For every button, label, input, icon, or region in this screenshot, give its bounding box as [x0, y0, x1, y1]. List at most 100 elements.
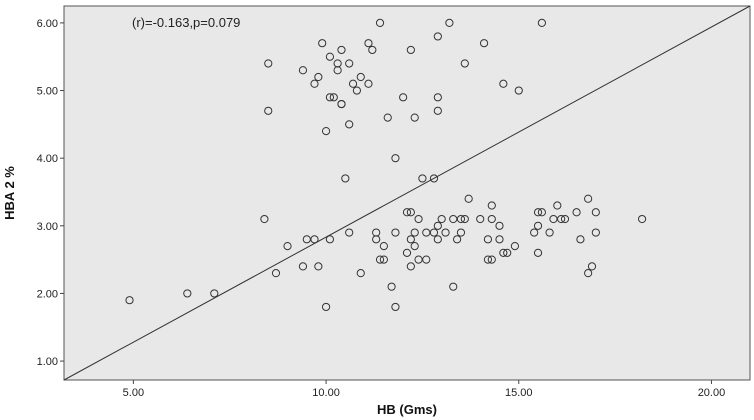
data-point [433, 93, 442, 102]
data-point [406, 262, 415, 271]
data-point [499, 79, 508, 88]
data-point [325, 93, 335, 102]
data-point [584, 194, 593, 203]
data-point [345, 59, 354, 68]
data-point [456, 228, 466, 237]
data-point [410, 241, 419, 251]
data-point [576, 235, 585, 244]
data-point [325, 235, 335, 244]
data-point [375, 255, 385, 264]
data-point [487, 255, 496, 264]
data-point [325, 52, 335, 61]
data-point [637, 214, 647, 224]
data-point [433, 32, 442, 41]
x-tick-label: 10.00 [312, 387, 340, 399]
data-point [125, 296, 134, 305]
data-point [449, 282, 458, 291]
data-point [549, 214, 558, 224]
data-point [553, 201, 562, 210]
data-point [379, 241, 388, 251]
data-point [391, 228, 400, 237]
data-point [298, 66, 308, 75]
data-point [487, 214, 496, 224]
data-point [410, 113, 419, 122]
data-point [402, 248, 412, 257]
data-point [487, 201, 496, 210]
data-point [414, 255, 423, 264]
data-point [445, 18, 454, 28]
data-point [456, 214, 466, 224]
data-point [264, 59, 273, 68]
data-point [483, 255, 493, 264]
data-point [356, 72, 365, 82]
data-point [345, 228, 354, 237]
data-point [557, 214, 566, 224]
data-point [260, 214, 269, 224]
data-point [352, 86, 361, 95]
data-point [464, 194, 473, 203]
data-point [271, 269, 281, 278]
data-point [433, 221, 442, 230]
x-tick-label: 20.00 [698, 387, 726, 399]
data-point [329, 93, 338, 102]
data-point [537, 18, 546, 28]
data-point [337, 99, 346, 109]
y-tick-label: 3.00 [37, 221, 58, 233]
x-axis-title: HB (Gms) [377, 402, 437, 417]
data-point [406, 208, 415, 217]
data-point [418, 174, 427, 183]
data-point [264, 106, 273, 115]
data-point [479, 39, 489, 48]
data-point [210, 289, 219, 298]
data-point [449, 214, 458, 224]
data-point [302, 235, 311, 244]
y-axis-title: HBA 2 % [2, 166, 17, 220]
data-point [460, 59, 469, 68]
data-point [356, 269, 365, 278]
data-point [495, 221, 504, 230]
data-point [584, 269, 593, 278]
x-tick-label: 5.00 [123, 387, 144, 399]
data-point [437, 214, 446, 224]
data-point [364, 39, 373, 48]
data-point [318, 39, 327, 48]
data-point [441, 228, 450, 237]
data-point [387, 282, 396, 291]
data-point [499, 248, 508, 257]
data-point [298, 262, 308, 271]
data-point [460, 214, 469, 224]
reference-line [63, 5, 751, 381]
data-point [591, 208, 600, 217]
data-point [341, 174, 350, 183]
data-point [372, 235, 381, 244]
data-point [476, 214, 485, 224]
data-point [533, 208, 543, 217]
data-point [321, 127, 331, 136]
data-point [410, 228, 419, 237]
data-point [533, 221, 543, 230]
data-point [402, 208, 412, 217]
data-point [283, 241, 292, 251]
data-point [560, 214, 570, 224]
data-point [314, 72, 323, 82]
y-tick-label: 1.00 [37, 356, 58, 368]
data-point [533, 248, 543, 257]
data-point [345, 120, 354, 129]
data-point [433, 106, 442, 115]
data-point [422, 255, 431, 264]
data-point [383, 113, 392, 122]
data-point [429, 174, 439, 183]
data-point [406, 235, 415, 244]
data-point [429, 228, 439, 237]
data-point [375, 18, 385, 28]
data-point [591, 228, 600, 237]
data-point [530, 228, 539, 237]
y-tick-label: 5.00 [37, 86, 58, 98]
data-point [422, 228, 431, 237]
data-point [391, 154, 400, 163]
y-tick-label: 2.00 [37, 288, 58, 300]
data-point [379, 255, 388, 264]
data-point [406, 45, 415, 55]
data-point [364, 79, 373, 88]
